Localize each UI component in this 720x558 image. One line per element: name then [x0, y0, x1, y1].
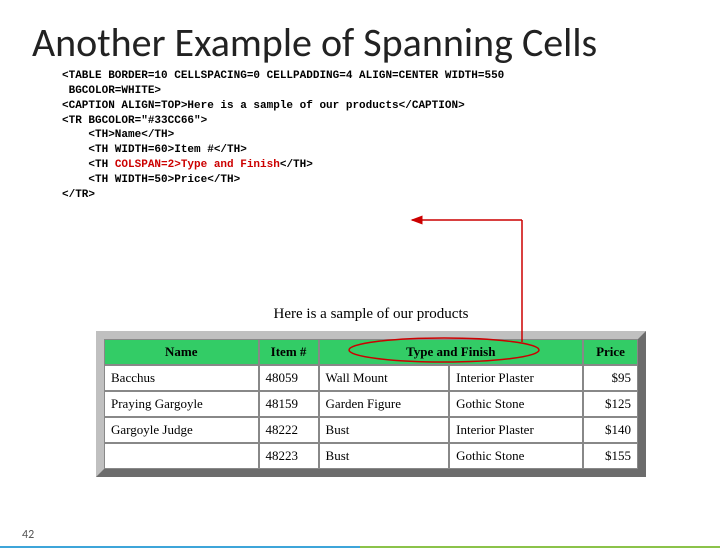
th-price: Price [583, 339, 638, 365]
cell-finish: Interior Plaster [449, 417, 583, 443]
code-line: <TH>Name</TH> [62, 129, 174, 141]
cell-price: $140 [583, 417, 638, 443]
table-row: Gargoyle Judge 48222 Bust Interior Plast… [104, 417, 638, 443]
cell-type: Bust [319, 443, 450, 469]
code-line: <TH WIDTH=50>Price</TH> [62, 174, 240, 186]
cell-name: Bacchus [104, 365, 259, 391]
footer-accent-line [0, 546, 720, 548]
table-header-row: Name Item # Type and Finish Price [104, 339, 638, 365]
cell-type: Bust [319, 417, 450, 443]
table-caption: Here is a sample of our products [96, 306, 646, 323]
cell-price: $155 [583, 443, 638, 469]
code-line: <TR BGCOLOR="#33CC66"> [62, 115, 207, 127]
table-row: Praying Gargoyle 48159 Garden Figure Got… [104, 391, 638, 417]
cell-name: Gargoyle Judge [104, 417, 259, 443]
cell-price: $95 [583, 365, 638, 391]
cell-finish: Interior Plaster [449, 365, 583, 391]
cell-item: 48223 [259, 443, 319, 469]
code-line: <CAPTION ALIGN=TOP>Here is a sample of o… [62, 100, 465, 112]
code-highlight: COLSPAN=2>Type and Finish [115, 159, 280, 171]
code-line: <TH WIDTH=60>Item #</TH> [62, 144, 247, 156]
cell-finish: Gothic Stone [449, 443, 583, 469]
slide: Another Example of Spanning Cells <TABLE… [0, 18, 720, 558]
th-name: Name [104, 339, 259, 365]
table-container: Here is a sample of our products Name It… [96, 306, 646, 477]
cell-item: 48159 [259, 391, 319, 417]
table-row: Bacchus 48059 Wall Mount Interior Plaste… [104, 365, 638, 391]
cell-name: Praying Gargoyle [104, 391, 259, 417]
code-line: BGCOLOR=WHITE> [62, 85, 161, 97]
code-line: </TR> [62, 189, 95, 201]
th-type-finish: Type and Finish [319, 339, 583, 365]
code-block: <TABLE BORDER=10 CELLSPACING=0 CELLPADDI… [62, 69, 720, 203]
table-row: 48223 Bust Gothic Stone $155 [104, 443, 638, 469]
code-line: <TH [62, 159, 115, 171]
slide-title: Another Example of Spanning Cells [32, 18, 720, 67]
cell-type: Wall Mount [319, 365, 450, 391]
cell-item: 48222 [259, 417, 319, 443]
code-line: </TH> [280, 159, 313, 171]
cell-finish: Gothic Stone [449, 391, 583, 417]
sample-table: Name Item # Type and Finish Price Bacchu… [96, 331, 646, 477]
th-item: Item # [259, 339, 319, 365]
cell-item: 48059 [259, 365, 319, 391]
cell-type: Garden Figure [319, 391, 450, 417]
cell-price: $125 [583, 391, 638, 417]
cell-name [104, 443, 259, 469]
code-line: <TABLE BORDER=10 CELLSPACING=0 CELLPADDI… [62, 70, 504, 82]
